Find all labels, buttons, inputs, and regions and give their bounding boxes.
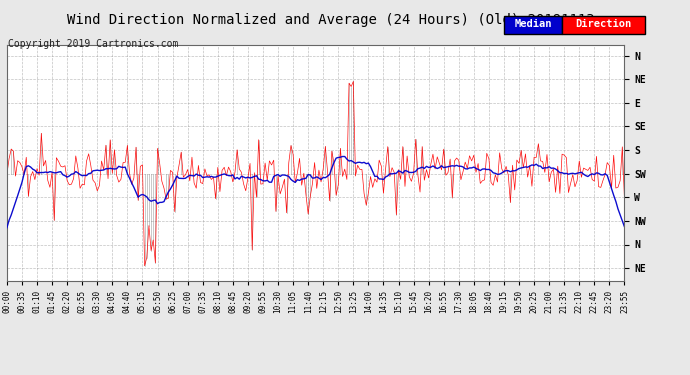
Text: Direction: Direction <box>575 19 632 28</box>
Text: Median: Median <box>514 19 552 28</box>
Text: Wind Direction Normalized and Average (24 Hours) (Old) 20191113: Wind Direction Normalized and Average (2… <box>68 13 595 27</box>
Text: Copyright 2019 Cartronics.com: Copyright 2019 Cartronics.com <box>8 39 179 50</box>
